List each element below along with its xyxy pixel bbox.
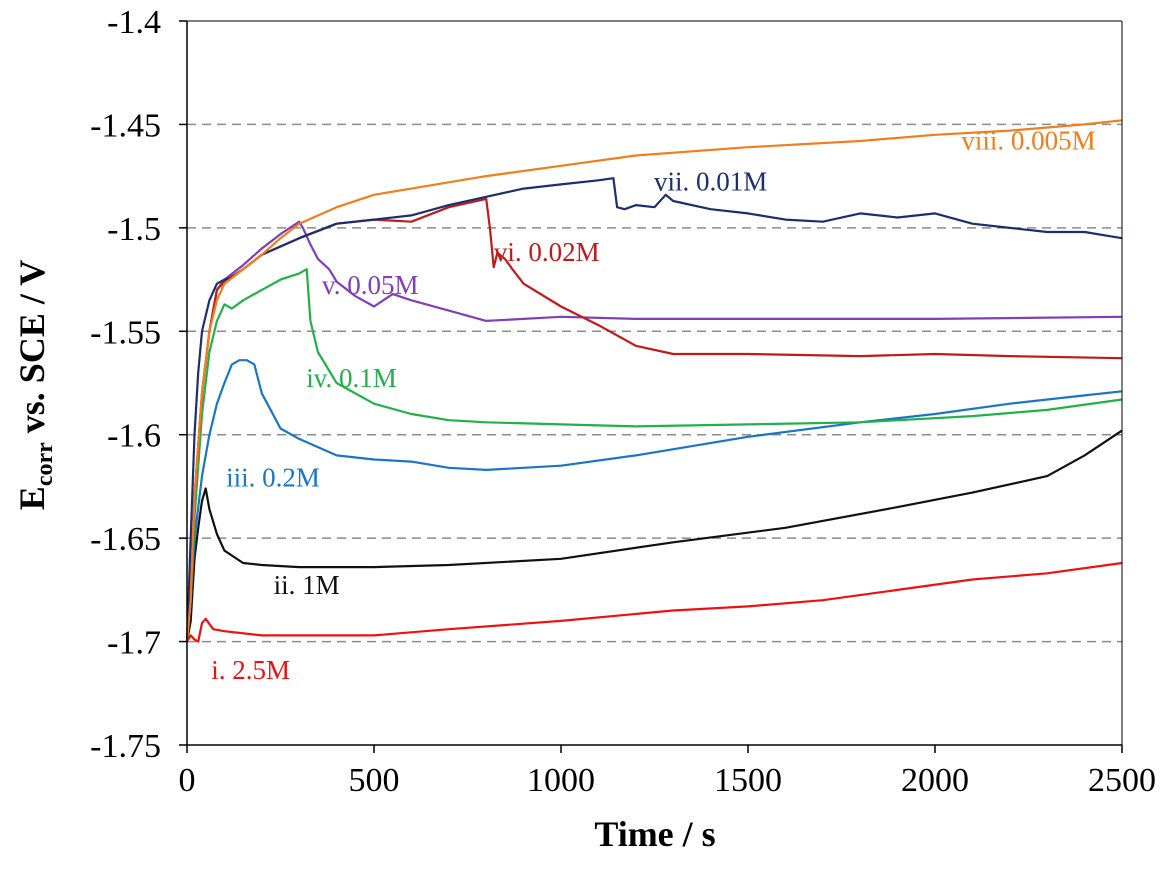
axes xyxy=(186,20,1123,746)
series-label-7: vii. 0.01M xyxy=(654,167,767,197)
y-tick-label: -1.55 xyxy=(90,314,161,351)
series-label-3: iii. 0.2M xyxy=(226,462,320,492)
gridlines xyxy=(187,123,1122,643)
series-labels: i. 2.5M ii. 1M iii. 0.2M iv. 0.1M v. 0.05M vi… xyxy=(211,125,1095,685)
x-tick-label: 0 xyxy=(179,762,196,799)
ticks: -1.4 -1.45 -1.5 -1.55 -1.6 -1.65 -1.7 -1.75 0 500… xyxy=(90,4,1156,799)
y-tick-label: -1.4 xyxy=(107,4,161,41)
series-label-4: iv. 0.1M xyxy=(306,363,397,393)
series-line-8 xyxy=(185,119,1123,642)
series-line-1 xyxy=(186,561,1123,643)
y-tick-label: -1.7 xyxy=(107,625,161,662)
x-tick-label: 2500 xyxy=(1088,762,1156,799)
series-line-7 xyxy=(185,177,1123,642)
y-axis-title-rest: vs. SCE / V xyxy=(12,260,52,442)
y-axis-title-main: E xyxy=(12,486,52,510)
series-line-6 xyxy=(185,197,1123,642)
y-axis-title-sub: corr xyxy=(32,442,58,486)
series-label-6: vi. 0.02M xyxy=(494,237,600,267)
x-axis-title: Time / s xyxy=(594,814,715,854)
x-tick-label: 1500 xyxy=(714,762,782,799)
series-label-8: viii. 0.005M xyxy=(961,125,1095,155)
y-tick-label: -1.75 xyxy=(90,728,161,765)
y-tick-label: -1.65 xyxy=(90,521,161,558)
series-label-5: v. 0.05M xyxy=(322,270,419,300)
y-axis-title: Ecorr vs. SCE / V xyxy=(12,260,58,510)
series-lines xyxy=(185,119,1123,643)
x-tick-label: 1000 xyxy=(527,762,595,799)
y-tick-label: -1.6 xyxy=(107,418,161,455)
series-line-2 xyxy=(185,429,1123,642)
y-tick-label: -1.5 xyxy=(107,211,161,248)
x-tick-label: 2000 xyxy=(901,762,969,799)
y-tick-label: -1.45 xyxy=(90,107,161,144)
x-tick-label: 500 xyxy=(349,762,400,799)
series-line-3 xyxy=(185,359,1123,642)
series-line-4 xyxy=(185,268,1123,642)
series-label-2: ii. 1M xyxy=(274,570,340,600)
series-label-1: i. 2.5M xyxy=(211,655,290,685)
